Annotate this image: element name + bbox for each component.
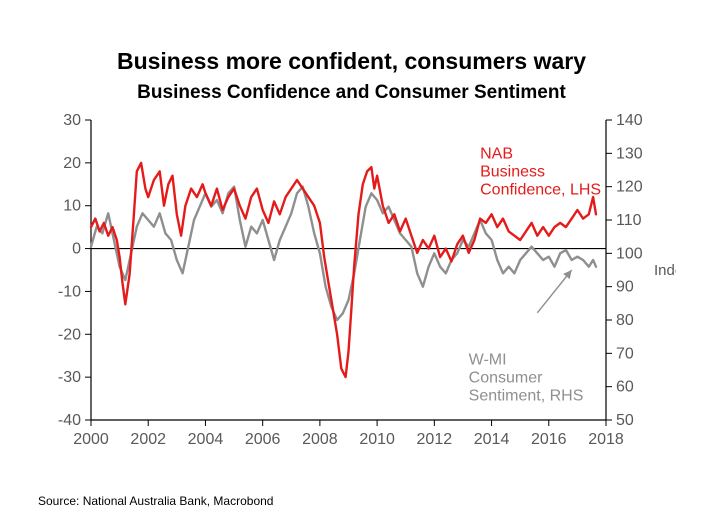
svg-text:90: 90 <box>616 279 634 296</box>
svg-text:-10: -10 <box>58 283 81 300</box>
svg-text:30: 30 <box>63 112 81 129</box>
svg-text:2008: 2008 <box>302 431 338 448</box>
svg-text:2006: 2006 <box>245 431 281 448</box>
svg-text:50: 50 <box>616 412 634 429</box>
series-annotation-red: NAB <box>480 146 513 163</box>
svg-text:120: 120 <box>616 179 643 196</box>
chart-subtitle: Business Confidence and Consumer Sentime… <box>0 82 703 104</box>
svg-text:2012: 2012 <box>417 431 453 448</box>
chart-plot: 2000200220042006200820102012201420162018… <box>36 110 676 460</box>
svg-text:2014: 2014 <box>474 431 510 448</box>
svg-text:2002: 2002 <box>130 431 166 448</box>
series-annotation-red: Business <box>480 164 545 181</box>
chart-source: Source: National Australia Bank, Macrobo… <box>38 494 273 508</box>
svg-text:2016: 2016 <box>531 431 567 448</box>
svg-text:2004: 2004 <box>188 431 224 448</box>
svg-text:60: 60 <box>616 379 634 396</box>
svg-text:Index: Index <box>654 262 676 279</box>
svg-text:110: 110 <box>616 212 642 229</box>
svg-text:2010: 2010 <box>359 431 395 448</box>
svg-text:10: 10 <box>63 198 81 215</box>
svg-text:-20: -20 <box>58 326 81 343</box>
series-line <box>91 187 596 320</box>
svg-text:100: 100 <box>616 245 643 262</box>
svg-text:80: 80 <box>616 312 634 329</box>
series-annotation-gray: Consumer <box>469 369 543 386</box>
svg-text:-40: -40 <box>58 412 81 429</box>
svg-text:20: 20 <box>63 155 81 172</box>
annotation-arrow <box>537 270 571 313</box>
series-annotation-gray: Sentiment, RHS <box>469 387 584 404</box>
chart-frame: Business more confident, consumers wary … <box>0 0 703 526</box>
svg-text:-30: -30 <box>58 369 81 386</box>
svg-text:2000: 2000 <box>73 431 109 448</box>
series-annotation-gray: W-MI <box>469 351 507 368</box>
svg-text:140: 140 <box>616 112 643 129</box>
chart-title: Business more confident, consumers wary <box>0 48 703 75</box>
svg-text:70: 70 <box>616 345 634 362</box>
series-annotation-red: Confidence, LHS <box>480 182 601 199</box>
svg-text:0: 0 <box>72 241 81 258</box>
svg-text:2018: 2018 <box>588 431 624 448</box>
svg-text:130: 130 <box>616 145 643 162</box>
